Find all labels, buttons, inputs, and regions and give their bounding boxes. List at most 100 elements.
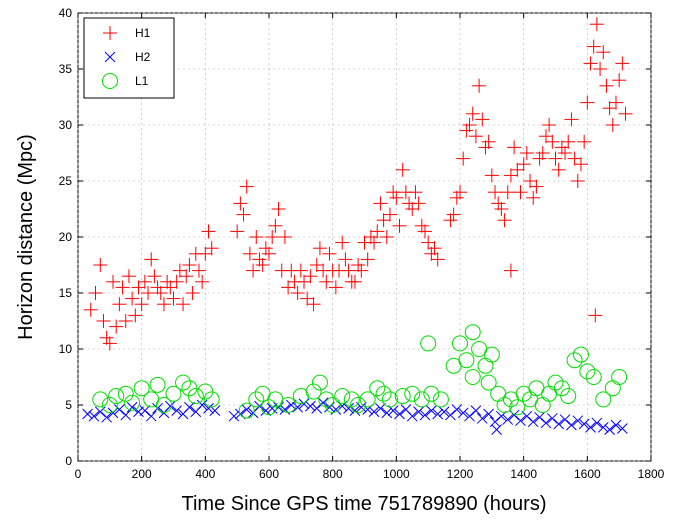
data-point-l1 bbox=[359, 391, 376, 408]
data-point-h2 bbox=[445, 409, 456, 421]
data-point-l1 bbox=[117, 385, 134, 402]
data-point-l1 bbox=[248, 391, 265, 408]
data-point-h1 bbox=[106, 274, 121, 289]
data-point-h1 bbox=[408, 185, 423, 200]
data-point-h1 bbox=[141, 286, 156, 300]
data-point-h1 bbox=[239, 179, 254, 194]
data-point-h1 bbox=[443, 213, 458, 228]
data-point-h1 bbox=[465, 106, 480, 121]
data-point-h1 bbox=[488, 185, 503, 200]
data-point-l1 bbox=[458, 352, 475, 369]
data-point-l1 bbox=[108, 388, 125, 405]
data-point-h2 bbox=[521, 410, 533, 422]
data-point-h2 bbox=[572, 415, 584, 427]
x-tick-label: 1000 bbox=[383, 467, 410, 481]
data-point-l1 bbox=[101, 397, 118, 413]
data-point-h2 bbox=[120, 409, 132, 421]
data-point-l1 bbox=[155, 397, 172, 413]
data-point-h1 bbox=[297, 274, 312, 289]
data-point-h1 bbox=[176, 297, 191, 312]
data-point-h1 bbox=[421, 235, 436, 250]
data-point-h1 bbox=[118, 314, 133, 328]
data-point-h2 bbox=[241, 404, 253, 415]
data-point-l1 bbox=[203, 391, 220, 408]
data-point-h1 bbox=[586, 39, 601, 54]
data-point-l1 bbox=[305, 383, 322, 400]
data-point-h1 bbox=[497, 213, 512, 228]
data-point-h1 bbox=[335, 235, 350, 250]
data-point-h2 bbox=[305, 400, 316, 412]
data-point-l1 bbox=[579, 363, 596, 380]
data-point-h1 bbox=[446, 207, 461, 222]
data-point-h1 bbox=[249, 230, 264, 244]
data-point-h2 bbox=[114, 404, 125, 415]
data-point-h2 bbox=[260, 405, 272, 416]
data-point-h2 bbox=[203, 403, 214, 414]
data-point-h1 bbox=[195, 274, 210, 289]
data-point-h2 bbox=[368, 406, 380, 418]
data-point-h1 bbox=[163, 280, 178, 295]
x-tick-label: 1200 bbox=[447, 467, 474, 481]
data-point-h1 bbox=[386, 185, 401, 200]
data-point-h1 bbox=[411, 196, 426, 211]
data-point-h2 bbox=[591, 417, 603, 429]
data-point-h1 bbox=[341, 263, 356, 278]
data-point-h1 bbox=[389, 190, 404, 205]
data-point-h1 bbox=[233, 196, 248, 211]
data-point-h1 bbox=[255, 258, 270, 272]
data-point-h2 bbox=[502, 414, 514, 425]
data-point-l1 bbox=[124, 394, 141, 411]
data-point-h1 bbox=[462, 118, 477, 132]
data-point-h1 bbox=[265, 230, 280, 244]
data-point-h2 bbox=[585, 422, 596, 433]
data-point-h1 bbox=[88, 286, 103, 300]
data-point-h1 bbox=[449, 190, 464, 205]
data-point-l1 bbox=[149, 376, 166, 393]
data-point-h2 bbox=[534, 411, 545, 423]
data-point-h1 bbox=[580, 95, 595, 110]
data-point-h2 bbox=[527, 416, 539, 428]
data-point-h2 bbox=[432, 408, 444, 420]
x-tick-label: 800 bbox=[323, 467, 343, 481]
data-point-h1 bbox=[131, 280, 146, 295]
data-point-h1 bbox=[96, 314, 111, 328]
data-point-l1 bbox=[133, 380, 150, 397]
data-point-h2 bbox=[476, 413, 488, 424]
data-point-h1 bbox=[545, 134, 560, 149]
data-point-h1 bbox=[169, 274, 184, 289]
data-point-h1 bbox=[567, 151, 582, 166]
data-point-h2 bbox=[381, 407, 393, 419]
data-point-l1 bbox=[311, 374, 328, 391]
data-point-h1 bbox=[602, 101, 617, 116]
data-point-l1 bbox=[165, 385, 182, 402]
data-point-h1 bbox=[615, 56, 630, 71]
data-point-h1 bbox=[125, 291, 140, 306]
data-point-l1 bbox=[509, 399, 526, 416]
legend-marker-l1 bbox=[102, 73, 118, 89]
data-point-h1 bbox=[573, 157, 588, 172]
data-point-h2 bbox=[406, 410, 418, 422]
data-point-h2 bbox=[184, 401, 195, 413]
data-point-h1 bbox=[459, 123, 474, 138]
x-tick-label: 1600 bbox=[574, 467, 601, 481]
data-point-h1 bbox=[312, 241, 327, 256]
data-point-h2 bbox=[610, 419, 622, 431]
data-point-h1 bbox=[558, 146, 573, 160]
data-point-l1 bbox=[187, 388, 204, 405]
data-point-l1 bbox=[394, 388, 411, 405]
y-tick-label: 5 bbox=[65, 398, 72, 412]
data-point-h1 bbox=[500, 185, 515, 200]
legend-marker-h1 bbox=[103, 26, 117, 40]
data-point-h1 bbox=[185, 286, 200, 300]
data-point-h2 bbox=[559, 414, 571, 425]
y-tick-label: 25 bbox=[59, 174, 73, 188]
data-point-h1 bbox=[513, 185, 528, 200]
data-point-h1 bbox=[182, 258, 197, 272]
data-point-h1 bbox=[414, 218, 429, 233]
data-point-h1 bbox=[156, 297, 171, 312]
data-point-h1 bbox=[109, 319, 124, 334]
data-point-h1 bbox=[417, 224, 432, 239]
data-point-h1 bbox=[503, 168, 518, 183]
data-point-h1 bbox=[252, 252, 267, 267]
